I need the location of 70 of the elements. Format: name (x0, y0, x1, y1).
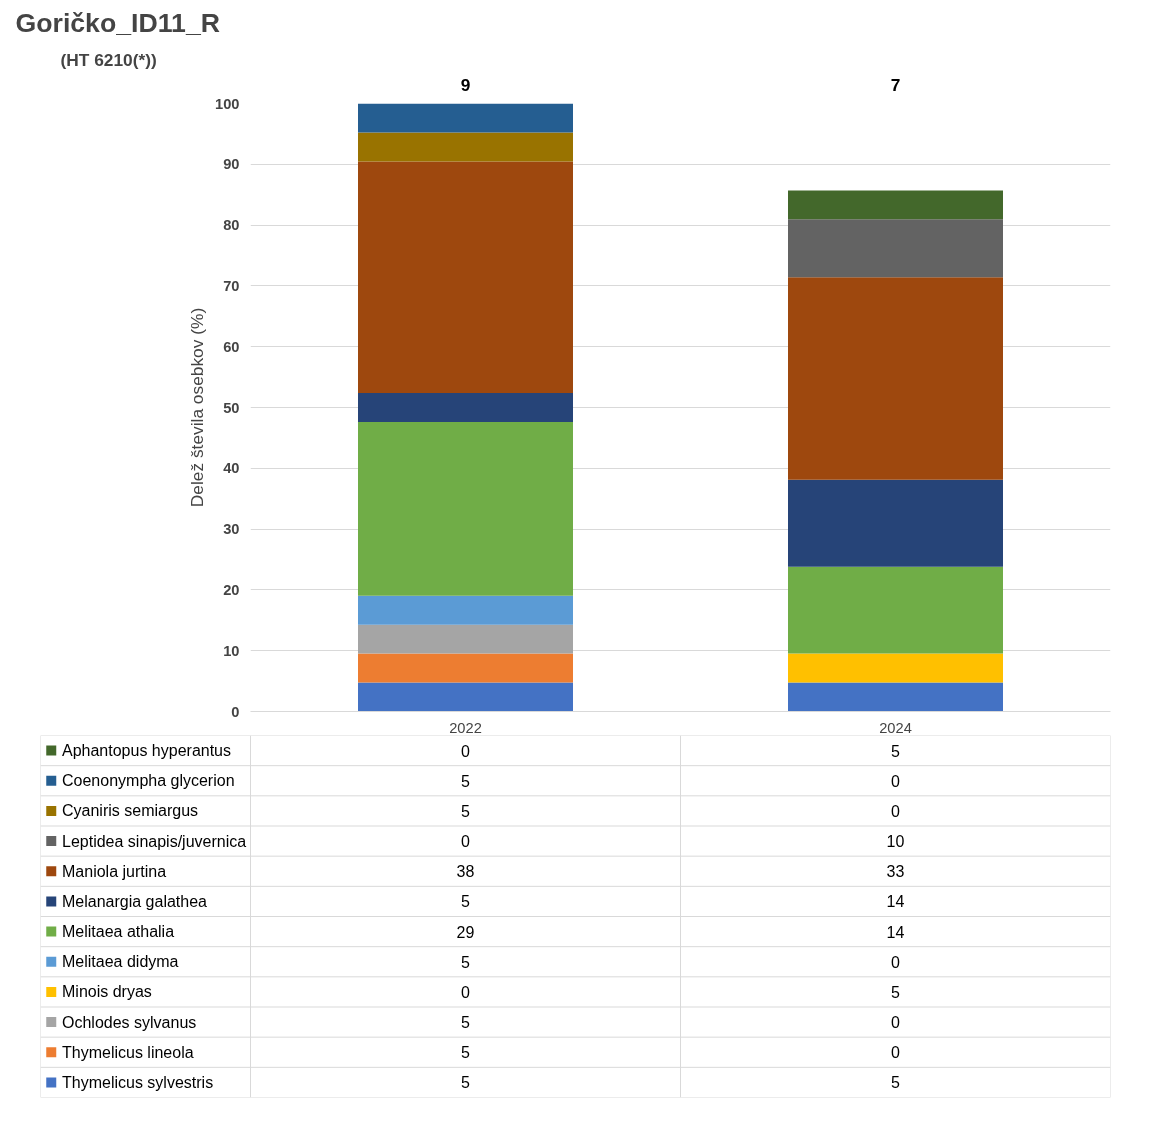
text: 9 (460, 75, 471, 95)
data-label: 5 (461, 953, 471, 971)
data-label: 0 (891, 802, 901, 820)
bar (788, 277, 1003, 480)
data-label: 5 (891, 742, 901, 760)
y-tick-label: 20 (223, 581, 240, 598)
y-tick-label: 100 (215, 95, 240, 112)
bar (788, 566, 1003, 654)
data-label: 0 (891, 1014, 901, 1032)
y-tick-label: 60 (223, 338, 240, 355)
text: (HT 6210(*)) (60, 49, 157, 70)
data-label: 38 (456, 863, 475, 881)
data-label: 14 (886, 923, 905, 941)
data-label: 5 (461, 1014, 471, 1032)
legend-label: Melanargia galathea (62, 892, 208, 910)
data-label: 5 (461, 893, 471, 911)
text: 7 (890, 75, 901, 95)
data-label: 10 (886, 833, 905, 851)
legend-label: Melitaea didyma (62, 953, 179, 971)
legend-label: Thymelicus sylvestris (62, 1073, 214, 1091)
x-tick-label: 2022 (449, 719, 482, 736)
bar (358, 103, 573, 133)
y-tick-label: 0 (231, 703, 240, 720)
legend-label: Coenonympha glycerion (62, 772, 235, 790)
bar (788, 479, 1003, 567)
y-tick-label: 40 (223, 460, 240, 477)
legend-label: Minois dryas (62, 983, 152, 1001)
bar (788, 682, 1003, 712)
data-label: 5 (891, 983, 901, 1001)
bar (788, 219, 1003, 278)
legend-label: Thymelicus lineola (62, 1043, 194, 1061)
legend-label: Cyaniris semiargus (62, 802, 199, 820)
bar (358, 682, 573, 712)
data-label: 14 (886, 893, 905, 911)
bar (358, 393, 573, 423)
bar (358, 161, 573, 394)
bar (358, 422, 573, 596)
data-label: 5 (461, 772, 471, 790)
legend-label: Melitaea athalia (62, 923, 175, 941)
data-label: 5 (461, 1074, 471, 1092)
y-tick-label: 10 (223, 642, 240, 659)
data-label: 0 (461, 742, 471, 760)
data-label: 0 (891, 772, 901, 790)
data-label: 5 (461, 1044, 471, 1062)
legend-label: Leptidea sinapis/juvernica (62, 832, 247, 850)
data-label: 0 (461, 833, 471, 851)
y-tick-label: 70 (223, 277, 240, 294)
bar (788, 190, 1003, 220)
legend-label: Ochlodes sylvanus (62, 1013, 197, 1031)
bar (358, 595, 573, 625)
data-label: 33 (886, 863, 905, 881)
data-label: 29 (456, 923, 475, 941)
data-label: 5 (461, 802, 471, 820)
data-label: 0 (461, 983, 471, 1001)
y-tick-label: 80 (223, 217, 240, 234)
y-tick-label: 30 (223, 521, 240, 538)
bar (788, 653, 1003, 683)
bar (358, 624, 573, 654)
data-label: 0 (891, 953, 901, 971)
bar (358, 653, 573, 683)
data-label: 5 (891, 1074, 901, 1092)
data-label: 0 (891, 1044, 901, 1062)
y-axis-title: Delež števila osebkov (%) (187, 307, 208, 508)
chart-title: Goričko_ID11_R (15, 7, 220, 38)
bar (358, 132, 573, 162)
x-tick-label: 2024 (879, 719, 912, 736)
y-tick-label: 90 (223, 156, 240, 173)
legend-label: Aphantopus hyperantus (62, 742, 232, 760)
legend-label: Maniola jurtina (62, 862, 167, 880)
y-tick-label: 50 (223, 399, 240, 416)
